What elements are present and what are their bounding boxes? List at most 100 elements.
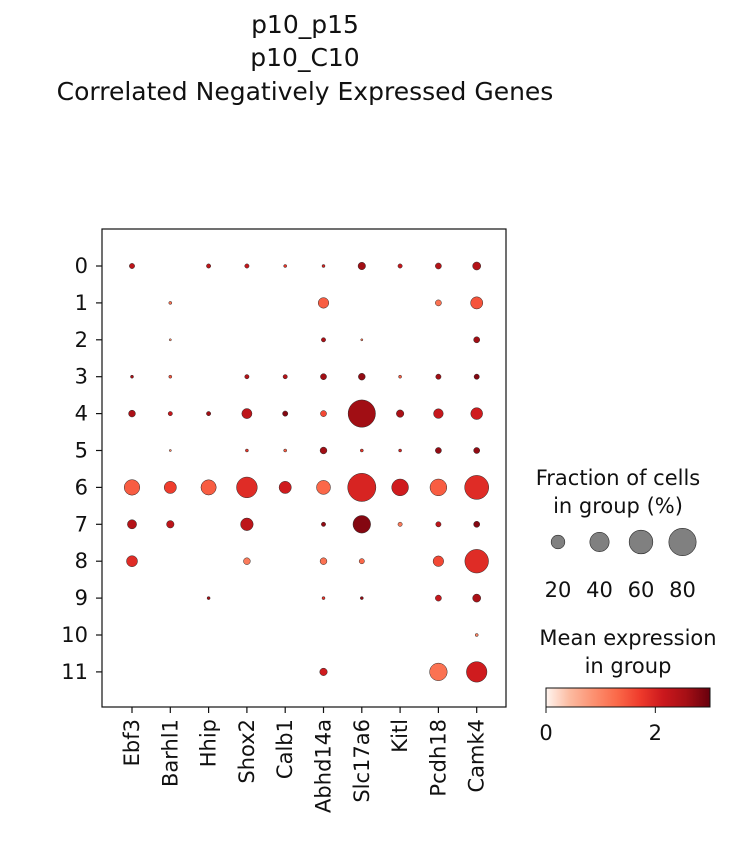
dot-Slc17a6-group-4	[347, 399, 376, 428]
dot-Pcdh18-group-8	[432, 555, 444, 567]
dot-Calb1-group-3	[282, 374, 288, 380]
y-tick-label: 7	[75, 512, 88, 536]
dot-Kitl-group-4	[396, 409, 405, 418]
dot-Ebf3-group-7	[127, 519, 137, 530]
size-legend-label: 40	[586, 578, 613, 602]
size-legend-dot	[589, 532, 610, 552]
dot-Slc17a6-group-7	[352, 515, 371, 534]
y-tick-label: 9	[75, 586, 88, 610]
y-tick-label: 2	[75, 328, 88, 352]
x-tick-label: Barhl1	[158, 719, 182, 787]
dot-Shox2-group-8	[243, 557, 251, 565]
y-tick-label: 1	[75, 291, 88, 315]
colorbar-tick-label: 2	[649, 721, 662, 745]
dot-Pcdh18-group-1	[435, 299, 442, 307]
dot-Ebf3-group-4	[128, 409, 136, 418]
x-tick-label: Slc17a6	[350, 719, 374, 803]
dot-Ebf3-group-8	[126, 555, 138, 567]
dot-Ebf3-group-0	[129, 263, 135, 269]
dot-Shox2-group-6	[236, 476, 258, 499]
y-tick-label: 0	[75, 254, 88, 278]
colorbar	[545, 687, 711, 708]
dot-Hhip-group-4	[206, 411, 212, 417]
dot-Ebf3-group-6	[123, 479, 141, 496]
dot-Abhd14a-group-1	[317, 297, 330, 309]
x-tick-label: Hhip	[197, 719, 221, 767]
dot-Abhd14a-group-5	[319, 446, 328, 455]
x-tick-label: Kitl	[388, 719, 412, 753]
chart-title-line-2: p10_C10	[250, 43, 360, 72]
dot-Slc17a6-group-0	[357, 262, 366, 270]
x-tick-label: Abhd14a	[312, 719, 336, 813]
chart-title-line-1: p10_p15	[251, 10, 359, 39]
dot-Barhl1-group-4	[167, 411, 173, 417]
dot-Pcdh18-group-11	[429, 662, 448, 681]
size-legend-title-line-1: Fraction of cells	[535, 466, 701, 490]
size-legend-title-line-2: in group (%)	[553, 494, 683, 518]
dot-Abhd14a-group-0	[321, 264, 326, 268]
dot-Kitl-group-5	[398, 448, 402, 453]
dot-Abhd14a-group-7	[321, 521, 326, 527]
dot-Camk4-group-7	[473, 520, 481, 528]
dot-Camk4-group-5	[473, 447, 481, 454]
dot-Slc17a6-group-6	[347, 473, 377, 502]
dot-Shox2-group-7	[240, 517, 254, 531]
dot-Camk4-group-8	[464, 549, 489, 574]
size-legend: 20 40 60 80	[545, 528, 697, 602]
dot-Ebf3-group-3	[130, 374, 134, 379]
dot-Abhd14a-group-6	[316, 480, 331, 495]
dot-Barhl1-group-7	[166, 520, 175, 529]
size-legend-dot	[668, 528, 697, 556]
dot-layer	[123, 261, 489, 683]
dot-Pcdh18-group-4	[433, 408, 444, 419]
dot-Camk4-group-10	[474, 633, 479, 637]
size-legend-label: 60	[628, 578, 655, 602]
dot-Shox2-group-4	[241, 408, 253, 419]
dot-Barhl1-group-2	[168, 338, 172, 342]
dot-Calb1-group-6	[278, 481, 292, 494]
x-tick-label: Ebf3	[120, 719, 144, 766]
size-legend-dot	[628, 529, 654, 555]
dot-Kitl-group-6	[391, 478, 409, 497]
dot-Abhd14a-group-9	[321, 596, 326, 600]
dot-Kitl-group-7	[397, 521, 403, 527]
dot-Calb1-group-0	[283, 264, 287, 268]
dot-Abhd14a-group-3	[320, 373, 327, 381]
x-tick-label: Pcdh18	[426, 719, 450, 797]
y-tick-label: 11	[61, 660, 88, 684]
y-tick-label: 5	[75, 439, 88, 463]
y-tick-label: 4	[75, 402, 88, 426]
dot-Camk4-group-6	[464, 475, 489, 500]
y-axis: 0 1 2 3 4 5 6 7 8 9 10 11	[61, 254, 102, 684]
size-legend-label: 20	[545, 578, 572, 602]
dot-Slc17a6-group-8	[358, 558, 365, 565]
dot-Pcdh18-group-6	[429, 478, 448, 497]
dot-Kitl-group-3	[398, 374, 402, 379]
colorbar-tick-label: 0	[539, 721, 552, 745]
x-tick-label: Shox2	[235, 719, 259, 784]
dot-Slc17a6-group-9	[360, 596, 364, 600]
dot-Shox2-group-5	[245, 448, 249, 453]
color-legend-title-line-2: in group	[584, 654, 672, 678]
chart-title-line-3: Correlated Negatively Expressed Genes	[56, 77, 554, 106]
size-legend-dot	[550, 534, 566, 550]
dot-Barhl1-group-1	[168, 301, 173, 305]
dot-Abhd14a-group-2	[321, 337, 326, 343]
dot-Pcdh18-group-9	[435, 594, 442, 602]
y-tick-label: 10	[61, 623, 88, 647]
plot-frame	[101, 228, 507, 708]
dot-Slc17a6-group-5	[360, 448, 364, 453]
dot-Pcdh18-group-7	[435, 521, 442, 528]
dot-Pcdh18-group-3	[435, 373, 442, 380]
y-tick-label: 8	[75, 549, 88, 573]
dot-Barhl1-group-3	[168, 374, 173, 379]
dot-Camk4-group-3	[473, 373, 480, 380]
dot-Abhd14a-group-8	[319, 557, 328, 565]
x-tick-label: Camk4	[465, 719, 489, 793]
dot-Calb1-group-4	[282, 410, 289, 417]
dot-Pcdh18-group-5	[435, 447, 442, 454]
dot-Barhl1-group-6	[163, 481, 177, 494]
dot-Abhd14a-group-4	[320, 410, 327, 417]
dot-Pcdh18-group-0	[435, 262, 442, 270]
